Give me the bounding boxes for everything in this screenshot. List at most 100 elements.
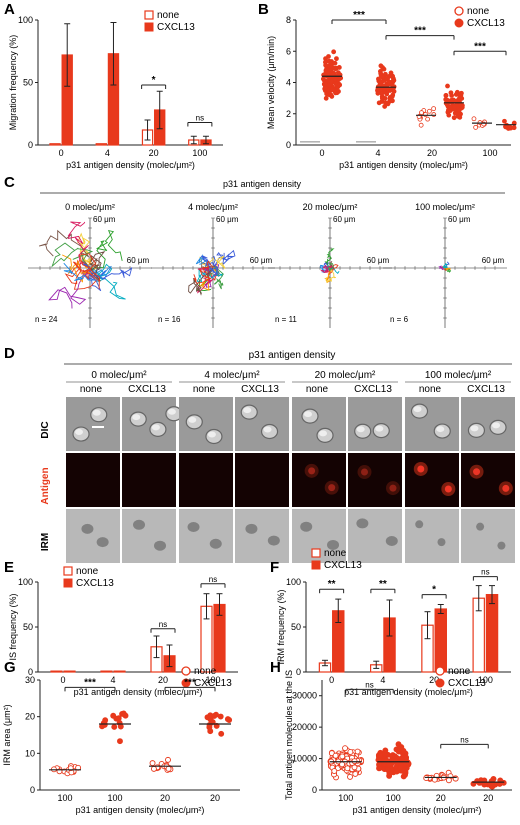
- y-tick-label: 30000: [292, 691, 317, 701]
- x-tick-label: 100: [482, 148, 497, 158]
- bar-none: [100, 670, 113, 673]
- data-point-cxcl13: [379, 90, 385, 96]
- x-tick-label: 100: [386, 793, 401, 803]
- legend-swatch-cxcl13: [311, 560, 321, 570]
- y-scale-label: 60 μm: [333, 215, 356, 224]
- image-tile-irm: [235, 509, 289, 563]
- x-tick-label: 20: [158, 675, 168, 685]
- data-point-cxcl13: [329, 94, 335, 99]
- data-point-cxcl13: [117, 738, 123, 745]
- y-tick-label: 10: [25, 748, 35, 758]
- significance-label: ns: [460, 735, 468, 744]
- n-count: n = 11: [275, 315, 297, 324]
- dic-highlight: [243, 407, 252, 414]
- data-point-none: [165, 765, 172, 772]
- irm-contact: [209, 538, 222, 549]
- panel-label-d: D: [4, 345, 15, 362]
- cell-track: [198, 264, 217, 291]
- x-tick-label: 4: [110, 675, 115, 685]
- data-point-none: [431, 106, 437, 112]
- y-tick-label: 100: [286, 577, 301, 587]
- bar-cxcl13: [113, 670, 126, 673]
- x-tick-label: 20: [483, 793, 493, 803]
- data-point-cxcl13: [213, 711, 219, 718]
- data-point-cxcl13: [382, 747, 389, 754]
- dic-highlight: [356, 426, 365, 433]
- data-point-cxcl13: [388, 70, 394, 76]
- cell-track: [324, 267, 333, 284]
- y-tick-label: 50: [291, 622, 301, 632]
- irm-contact: [81, 523, 94, 534]
- data-point-cxcl13: [218, 730, 225, 737]
- data-point-cxcl13: [502, 118, 507, 124]
- cell-track: [63, 262, 113, 282]
- data-point-cxcl13: [329, 87, 335, 93]
- dic-highlight: [470, 425, 479, 432]
- data-point-cxcl13: [328, 67, 334, 73]
- data-point-cxcl13: [323, 85, 328, 90]
- image-tile-irm: [66, 509, 120, 563]
- data-point-cxcl13: [207, 728, 214, 735]
- data-point-cxcl13: [320, 76, 326, 82]
- significance-label: ***: [353, 10, 365, 21]
- data-point-cxcl13: [206, 722, 213, 728]
- data-point-cxcl13: [446, 112, 452, 118]
- y-tick-label: 100: [18, 577, 33, 587]
- density-label: 20 molec/μm²: [303, 202, 358, 212]
- data-point-cxcl13: [115, 715, 122, 722]
- antigen-core: [444, 485, 452, 493]
- bar-none: [95, 143, 107, 146]
- y-tick-label: 20: [25, 712, 35, 722]
- y-scale-label: 60 μm: [93, 215, 116, 224]
- condition-label: none: [80, 384, 103, 395]
- y-tick-label: 50: [23, 78, 33, 88]
- irm-contact: [327, 539, 340, 550]
- panel-label-h: H: [270, 659, 281, 676]
- irm-contact: [133, 519, 146, 530]
- x-axis-label: p31 antigen density (molec/μm²): [344, 687, 473, 697]
- panel-label-a: A: [4, 1, 15, 18]
- y-scale-label: 60 μm: [216, 215, 239, 224]
- irm-contact: [187, 522, 200, 533]
- legend-label-none: none: [194, 666, 217, 677]
- significance-label: ns: [159, 620, 167, 629]
- data-point-cxcl13: [116, 720, 123, 726]
- image-tile-antigen: [461, 453, 515, 507]
- density-label: 100 molec/μm²: [415, 202, 475, 212]
- data-point-none: [347, 773, 353, 780]
- data-point-cxcl13: [333, 90, 338, 96]
- significance-label: ***: [414, 26, 426, 37]
- y-tick-label: 2: [286, 109, 291, 119]
- data-point-cxcl13: [385, 87, 390, 92]
- data-point-cxcl13: [385, 761, 392, 768]
- panel-label-g: G: [4, 659, 16, 676]
- x-axis-label: p31 antigen density (molec/μm²): [76, 805, 205, 815]
- dic-highlight: [132, 414, 141, 421]
- legend-swatch-cxcl13: [435, 678, 445, 688]
- x-tick-label: 100: [57, 793, 72, 803]
- dic-highlight: [263, 426, 272, 433]
- panel-d-title: p31 antigen density: [249, 350, 336, 361]
- density-group-label: 0 molec/μm²: [91, 370, 147, 381]
- data-point-cxcl13: [459, 103, 465, 109]
- significance-label: ns: [209, 575, 217, 584]
- data-point-none: [342, 745, 348, 752]
- legend-label-none: none: [76, 566, 99, 577]
- data-point-cxcl13: [213, 722, 220, 729]
- data-point-cxcl13: [207, 716, 214, 723]
- irm-contact: [437, 538, 446, 547]
- dic-highlight: [207, 431, 216, 438]
- legend-label-cxcl13: CXCL13: [157, 22, 195, 33]
- significance-label: *: [432, 585, 436, 596]
- y-tick-label: 100: [18, 15, 33, 25]
- y-tick-label: 8: [286, 15, 291, 25]
- data-point-cxcl13: [400, 767, 407, 774]
- cell-track: [320, 264, 334, 274]
- data-point-cxcl13: [331, 49, 337, 55]
- dic-highlight: [436, 426, 445, 433]
- significance-label: **: [328, 579, 336, 590]
- y-tick-label: 0: [28, 667, 33, 677]
- cell-track: [193, 260, 214, 284]
- x-tick-label: 100: [338, 793, 353, 803]
- cell-track: [442, 263, 448, 269]
